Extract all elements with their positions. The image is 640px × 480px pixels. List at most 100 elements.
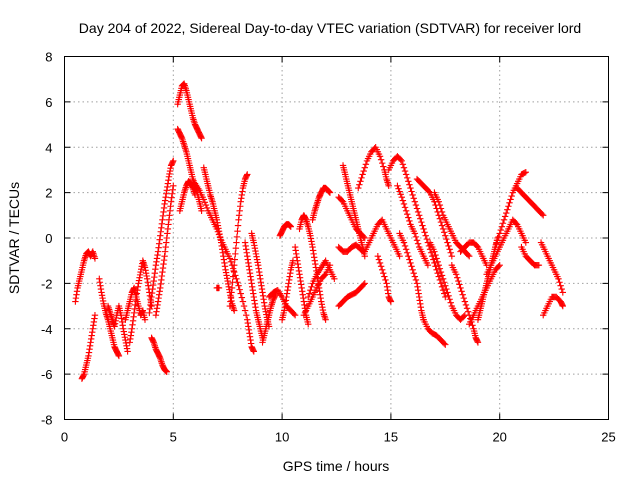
series-arc-32 — [355, 144, 392, 192]
data-point — [398, 193, 405, 201]
data-point — [494, 237, 501, 244]
data-point — [237, 290, 244, 297]
plot-frame — [64, 56, 609, 420]
data-point — [433, 255, 440, 262]
series-arc-51 — [540, 293, 567, 319]
data-point — [411, 198, 419, 205]
data-point — [559, 302, 567, 310]
data-points — [72, 80, 567, 382]
data-point — [464, 251, 472, 259]
data-point — [163, 368, 170, 376]
data-point — [424, 262, 432, 269]
data-point — [377, 263, 385, 270]
data-point — [239, 298, 247, 305]
data-point — [231, 262, 238, 269]
data-point — [460, 294, 467, 302]
data-point — [228, 284, 236, 292]
data-point — [427, 249, 435, 256]
data-point — [308, 283, 315, 290]
data-point — [512, 220, 520, 227]
series-arc-40 — [426, 239, 469, 323]
y-tick-labels: -8 -6 -4 -2 0 2 4 6 8 — [41, 50, 53, 428]
y-tick-label: 8 — [45, 50, 52, 65]
data-point — [377, 156, 385, 163]
data-point — [398, 157, 405, 165]
data-point — [414, 208, 422, 216]
data-point — [357, 178, 364, 185]
data-point — [422, 232, 429, 239]
data-point — [458, 288, 465, 295]
data-point — [419, 222, 426, 229]
data-point — [234, 227, 241, 235]
data-point — [473, 242, 481, 250]
data-point — [290, 310, 298, 318]
data-point — [401, 242, 409, 250]
data-point — [240, 302, 248, 310]
series-arc-28 — [335, 280, 368, 310]
data-point — [170, 182, 177, 190]
data-point — [380, 269, 387, 277]
data-point — [505, 203, 512, 210]
series-arc-16 — [226, 171, 251, 310]
data-point — [326, 189, 334, 196]
data-point — [469, 322, 476, 329]
data-point — [233, 233, 241, 241]
data-point — [287, 223, 295, 230]
series-arc-41 — [431, 189, 473, 260]
y-tick-label: 2 — [45, 186, 52, 201]
data-point — [242, 311, 250, 319]
y-tick-label: -8 — [41, 413, 53, 428]
data-point — [421, 229, 428, 236]
data-point — [410, 269, 417, 277]
data-point — [504, 206, 511, 213]
data-point — [170, 157, 177, 165]
data-point — [430, 256, 437, 263]
data-point — [387, 298, 395, 305]
series-arc-45 — [457, 239, 490, 269]
data-point — [460, 313, 467, 320]
data-point — [201, 199, 209, 206]
data-point — [397, 156, 404, 163]
data-point — [407, 259, 414, 267]
data-point — [443, 235, 450, 243]
series-arc-10 — [174, 80, 205, 142]
data-point — [438, 272, 446, 279]
data-point — [507, 196, 514, 203]
data-point — [355, 184, 362, 192]
series-arc-01 — [72, 248, 99, 305]
data-point — [452, 271, 460, 278]
data-point — [404, 174, 411, 182]
series-arc-33 — [361, 216, 403, 260]
data-point — [409, 191, 416, 199]
data-point — [535, 262, 543, 269]
data-point — [232, 250, 239, 258]
data-point — [438, 283, 446, 290]
data-point — [456, 281, 463, 288]
data-point — [435, 198, 442, 205]
data-point — [441, 340, 448, 347]
data-point — [412, 233, 420, 241]
data-point — [381, 273, 388, 280]
data-point — [557, 282, 564, 289]
y-tick-label: -6 — [41, 367, 53, 382]
data-point — [499, 220, 507, 227]
data-point — [408, 188, 415, 195]
data-point — [455, 277, 462, 285]
chart-title: Day 204 of 2022, Sidereal Day-to-day VTE… — [79, 20, 581, 36]
data-point — [508, 192, 515, 200]
data-point — [432, 251, 439, 259]
data-point — [407, 184, 414, 192]
data-point — [216, 234, 224, 241]
data-point — [406, 181, 413, 188]
data-point — [444, 289, 451, 296]
series-arc-50 — [537, 239, 567, 296]
data-point — [358, 174, 365, 182]
data-point — [498, 223, 506, 230]
data-point — [444, 239, 451, 246]
data-point — [497, 226, 504, 234]
series-arc-47 — [483, 216, 530, 278]
data-point — [413, 205, 421, 212]
data-point — [235, 282, 242, 289]
